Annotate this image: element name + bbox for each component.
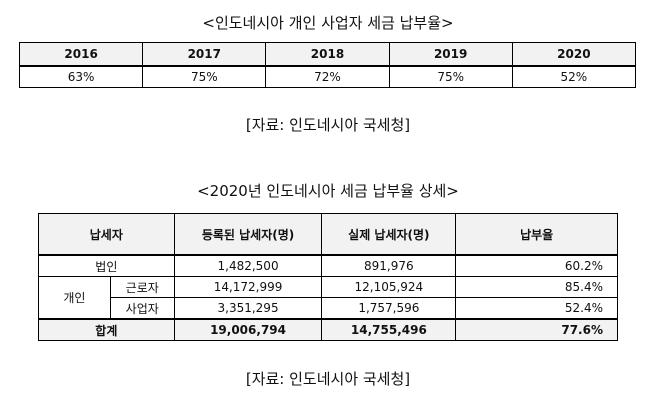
total-registered: 19,006,794 <box>173 318 323 341</box>
business-rate: 52.4% <box>455 297 618 320</box>
table-header-row: 2016 2017 2018 2019 2020 <box>18 42 637 67</box>
table-header-row: 납세자 등록된 납세자(명) 실제 납세자(명) 납부율 <box>38 213 618 256</box>
corp-rate: 60.2% <box>455 254 618 277</box>
table-row: 63% 75% 72% 75% 52% <box>18 65 637 88</box>
corp-registered: 1,482,500 <box>173 254 323 277</box>
value-2016: 63% <box>18 65 144 88</box>
header-year-2019: 2019 <box>388 42 513 67</box>
header-year-2017: 2017 <box>142 42 267 67</box>
corp-actual: 891,976 <box>321 254 457 277</box>
worker-rate: 85.4% <box>455 276 618 298</box>
row-label-business: 사업자 <box>109 297 175 320</box>
table-row-business: 사업자 3,351,295 1,757,596 52.4% <box>39 297 618 320</box>
row-label-total: 합계 <box>38 318 175 341</box>
row-label-corporate: 법인 <box>38 254 175 277</box>
table1-title: <인도네시아 개인 사업자 세금 납부율> <box>202 14 454 32</box>
table-row-corporate: 법인 1,482,500 891,976 60.2% <box>38 254 618 277</box>
business-registered: 3,351,295 <box>173 297 323 320</box>
total-rate: 77.6% <box>455 318 618 341</box>
total-actual: 14,755,496 <box>321 318 457 341</box>
tax-detail-table: 납세자 등록된 납세자(명) 실제 납세자(명) 납부율 법인 1,482,50… <box>38 213 618 341</box>
table2-title: <2020년 인도네시아 세금 납부율 상세> <box>197 182 459 200</box>
value-2020: 52% <box>511 65 637 88</box>
header-year-2018: 2018 <box>265 42 390 67</box>
business-actual: 1,757,596 <box>321 297 457 320</box>
row-label-individual: 개인 <box>38 276 111 320</box>
source-note-1: [자료: 인도네시아 국세청] <box>245 116 411 134</box>
header-taxpayer: 납세자 <box>38 213 175 256</box>
header-registered: 등록된 납세자(명) <box>173 213 323 256</box>
header-rate: 납부율 <box>455 213 618 256</box>
source-note-2: [자료: 인도네시아 국세청] <box>245 370 411 388</box>
table-row-total: 합계 19,006,794 14,755,496 77.6% <box>38 318 618 341</box>
tax-rate-table: 2016 2017 2018 2019 2020 63% 75% 72% 75%… <box>18 42 637 88</box>
value-2017: 75% <box>142 65 267 88</box>
value-2019: 75% <box>388 65 513 88</box>
header-year-2016: 2016 <box>18 42 144 67</box>
row-label-worker: 근로자 <box>109 276 175 298</box>
worker-registered: 14,172,999 <box>173 276 323 298</box>
table-row-worker: 개인 근로자 14,172,999 12,105,924 85.4% <box>38 276 618 320</box>
header-actual: 실제 납세자(명) <box>321 213 457 256</box>
header-year-2020: 2020 <box>511 42 637 67</box>
worker-actual: 12,105,924 <box>321 276 457 298</box>
value-2018: 72% <box>265 65 390 88</box>
